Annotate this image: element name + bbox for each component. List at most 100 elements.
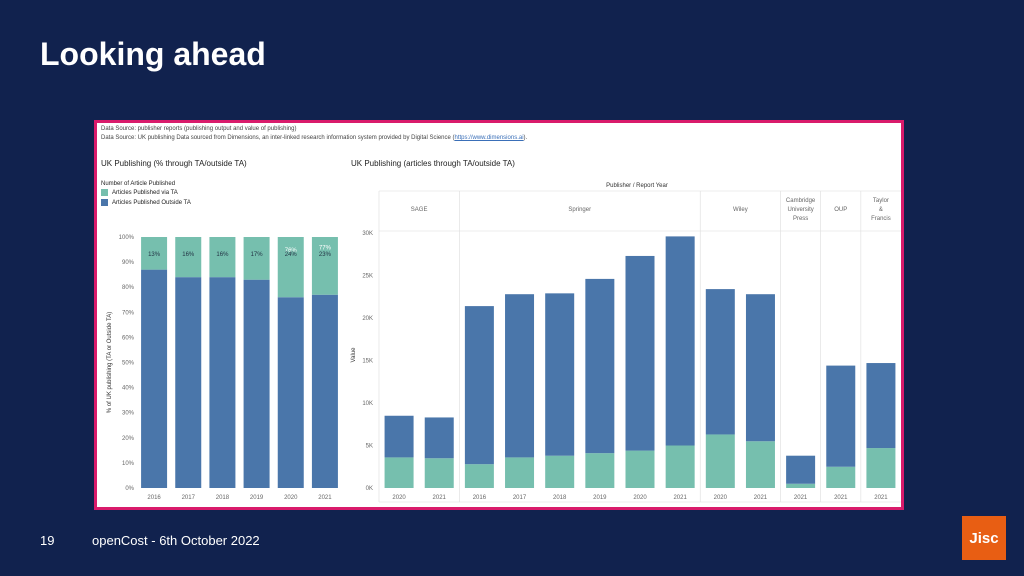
y-tick-label: 30%: [122, 411, 135, 417]
x-tick-label: 2021: [673, 495, 687, 501]
bar-via-ta-Springer-2020: [625, 450, 655, 488]
bar-outside-ta-SAGE-2021: [424, 417, 454, 459]
y-tick-label: 20K: [362, 316, 373, 322]
y-tick-label: 100%: [119, 235, 135, 241]
publisher-header-label: Taylor: [873, 198, 889, 204]
legend-label-outside-ta: Articles Published Outside TA: [112, 199, 191, 206]
bar-outside-ta-SAGE-2020: [384, 415, 414, 458]
data-label-via-ta: 24%: [285, 252, 298, 258]
x-tick-label: 2020: [392, 495, 406, 501]
footer-text: openCost - 6th October 2022: [92, 533, 260, 548]
bar-outside-ta-Springer-2020: [625, 255, 655, 451]
y-axis-label: Value: [351, 347, 357, 363]
bar-outside-ta-Wiley-2021: [745, 294, 775, 442]
bar-via-ta-Springer-2018: [545, 455, 575, 488]
y-tick-label: 10%: [122, 461, 135, 467]
page-number: 19: [40, 533, 55, 548]
bar-via-ta-Wiley-2021: [745, 441, 775, 488]
data-label-via-ta: 16%: [216, 252, 229, 258]
bar-via-ta-2018: [209, 237, 236, 278]
x-tick-label: 2018: [216, 495, 230, 501]
bar-via-ta-Springer-2016: [464, 464, 494, 488]
data-label-outside-ta: 77%: [319, 246, 332, 252]
x-tick-label: 2021: [874, 495, 888, 501]
y-tick-label: 50%: [122, 361, 135, 367]
jisc-logo: Jisc: [962, 516, 1006, 560]
bar-outside-ta-Wiley-2020: [705, 289, 735, 435]
x-tick-label: 2021: [754, 495, 768, 501]
x-tick-label: 2019: [250, 495, 264, 501]
data-label-outside-ta: 84%: [182, 228, 195, 234]
x-tick-label: 2020: [284, 495, 298, 501]
y-tick-label: 0%: [125, 486, 134, 492]
bar-outside-ta-2019: [243, 279, 270, 488]
x-tick-label: 2017: [513, 495, 527, 501]
x-tick-label: 2021: [834, 495, 848, 501]
x-tick-label: 2021: [794, 495, 808, 501]
y-tick-label: 0K: [366, 486, 373, 492]
x-tick-label: 2017: [182, 495, 196, 501]
publisher-header-label: University: [787, 207, 813, 213]
y-tick-label: 15K: [362, 359, 373, 365]
bar-outside-ta-Cambridge University Press-2021: [786, 455, 816, 484]
dashboard-panel: Data Source: publisher reports (publishi…: [94, 120, 904, 510]
data-label-via-ta: 16%: [182, 252, 195, 258]
bar-via-ta-Wiley-2020: [705, 434, 735, 488]
bar-outside-ta-Springer-2019: [585, 278, 615, 454]
bar-via-ta-OUP-2021: [826, 466, 856, 488]
publisher-header-label: Cambridge: [786, 198, 816, 204]
bar-via-ta-SAGE-2021: [424, 458, 454, 488]
publisher-header-label: &: [879, 207, 883, 213]
bar-outside-ta-Springer-2017: [505, 294, 535, 458]
bar-outside-ta-OUP-2021: [826, 365, 856, 467]
publisher-header-label: SAGE: [411, 207, 428, 213]
data-label-outside-ta: 83%: [251, 231, 264, 237]
bar-outside-ta-Taylor & Francis-2021: [866, 363, 896, 449]
publisher-header-label: Springer: [568, 207, 591, 213]
bar-outside-ta-Springer-2016: [464, 306, 494, 465]
y-tick-label: 60%: [122, 335, 135, 341]
bar-via-ta-2017: [175, 237, 202, 278]
y-tick-label: 80%: [122, 285, 135, 291]
x-tick-label: 2021: [318, 495, 332, 501]
y-tick-label: 70%: [122, 310, 135, 316]
bar-via-ta-Springer-2019: [585, 453, 615, 488]
data-label-via-ta: 23%: [319, 252, 332, 258]
data-label-outside-ta: 84%: [216, 228, 229, 234]
bar-outside-ta-2021: [311, 294, 338, 488]
bar-via-ta-2020: [277, 237, 304, 298]
bar-via-ta-Taylor & Francis-2021: [866, 448, 896, 488]
right-chart-title: UK Publishing (articles through TA/outsi…: [351, 159, 515, 168]
slide-title: Looking ahead: [40, 36, 266, 72]
legend-item-via-ta[interactable]: Articles Published via TA: [101, 189, 178, 196]
y-tick-label: 10K: [362, 401, 373, 407]
data-source-suffix: ).: [523, 135, 528, 141]
x-tick-label: 2016: [473, 495, 487, 501]
legend-item-outside-ta[interactable]: Articles Published Outside TA: [101, 199, 191, 206]
x-tick-label: 2019: [593, 495, 607, 501]
bar-outside-ta-2020: [277, 297, 304, 488]
bar-outside-ta-Springer-2018: [545, 293, 575, 456]
x-tick-label: 2021: [433, 495, 447, 501]
data-source-line-1: Data Source: publisher reports (publishi…: [101, 126, 297, 132]
data-label-outside-ta: 76%: [285, 248, 298, 254]
header-label: Publisher / Report Year: [606, 183, 668, 189]
left-chart-title: UK Publishing (% through TA/outside TA): [101, 159, 247, 168]
publisher-header-label: OUP: [834, 207, 847, 213]
y-tick-label: 5K: [366, 444, 373, 450]
right-chart: Publisher / Report Year 0K 5K 10K 15K 20K 25K 3…: [351, 183, 901, 503]
publisher-header-label: Wiley: [733, 207, 748, 213]
y-tick-label: 20%: [122, 436, 135, 442]
data-label-outside-ta: 87%: [148, 221, 161, 227]
bar-outside-ta-Springer-2021: [665, 236, 695, 446]
dimensions-link[interactable]: https://www.dimensions.ai: [454, 135, 524, 141]
legend-swatch-outside-ta: [101, 199, 108, 206]
legend-title: Number of Article Published: [101, 181, 176, 187]
left-chart: 0% 10% 20% 30% 40% 50% 60% 70% 80% 90% 100% % of UK…: [107, 221, 338, 501]
data-label-via-ta: 17%: [251, 252, 264, 258]
data-label-via-ta: 13%: [148, 252, 161, 258]
bar-via-ta-Cambridge University Press-2021: [786, 483, 816, 488]
bar-via-ta-Springer-2017: [505, 457, 535, 488]
y-tick-label: 25K: [362, 274, 373, 280]
legend-label-via-ta: Articles Published via TA: [112, 189, 178, 196]
